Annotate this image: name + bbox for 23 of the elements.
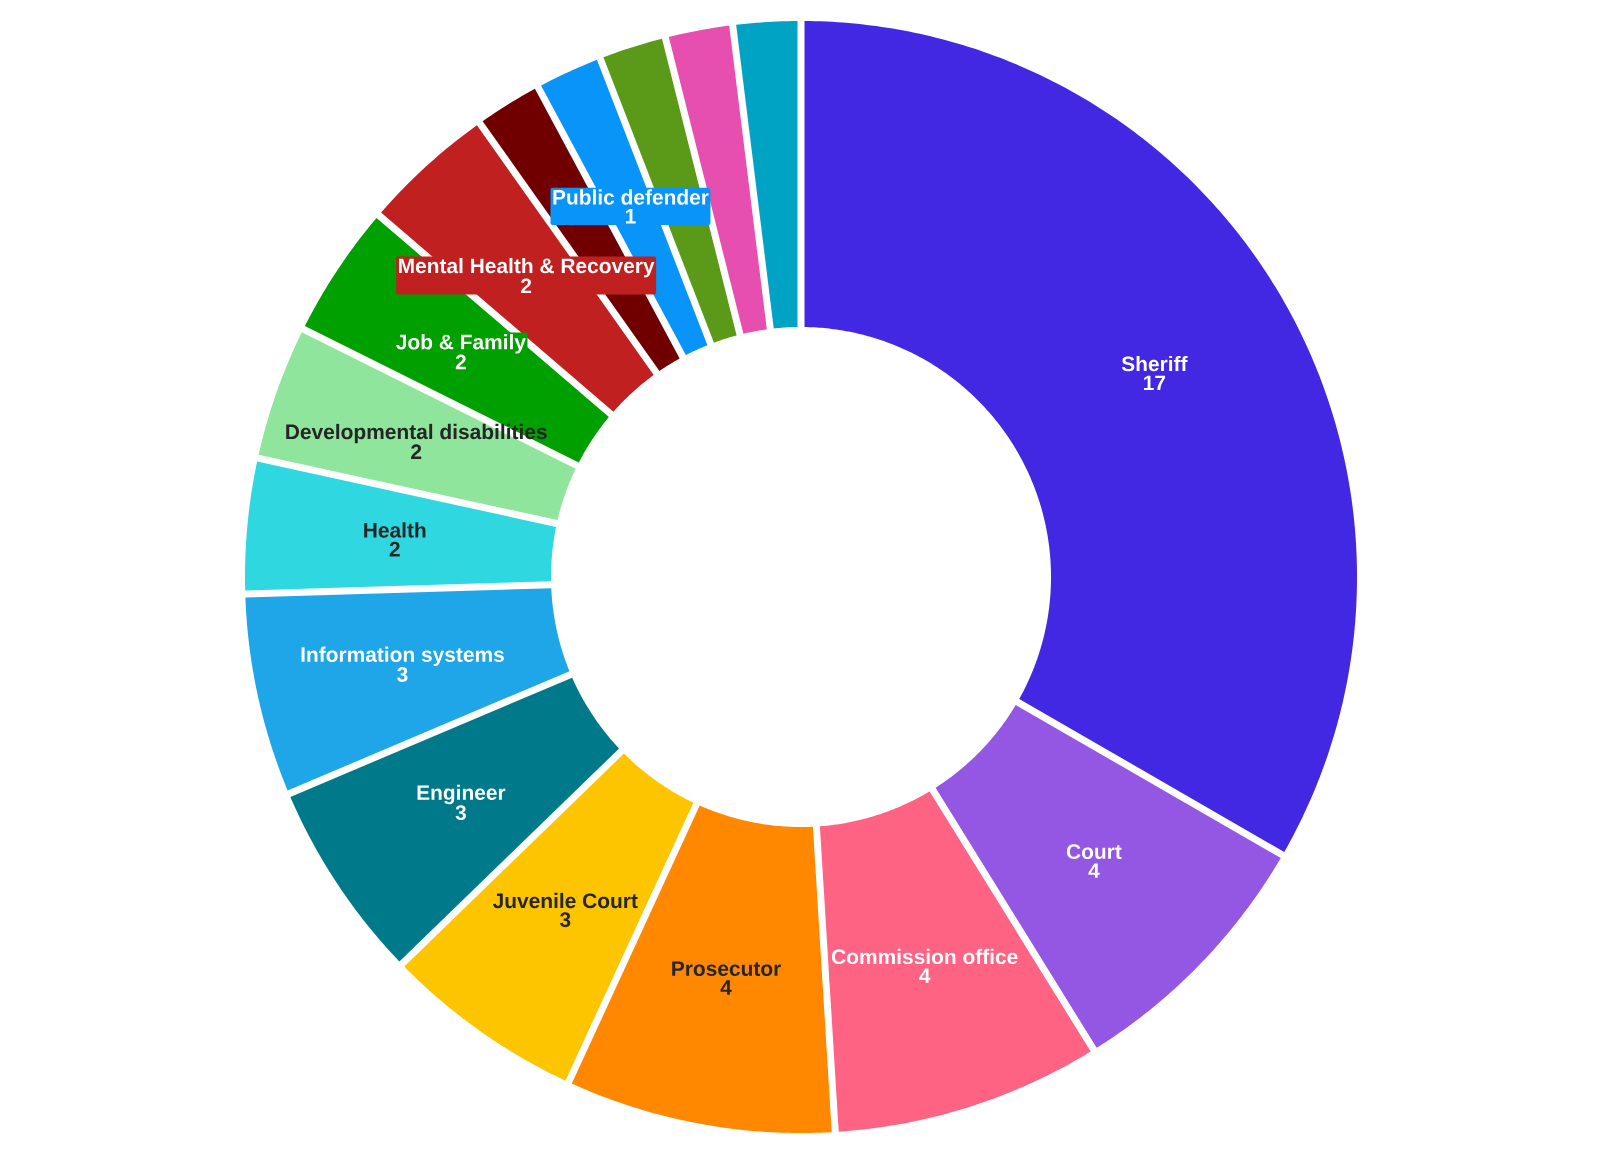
slice-label: Commission office bbox=[831, 948, 1018, 965]
data-label: 2 bbox=[411, 444, 422, 459]
data-label: 2 bbox=[521, 278, 532, 294]
data-label: 4 bbox=[1088, 863, 1100, 878]
slice-label: Engineer bbox=[417, 784, 506, 805]
slice-label: Public defender bbox=[553, 189, 709, 205]
slice-label: Health bbox=[364, 522, 426, 538]
data-label: 4 bbox=[919, 968, 931, 983]
data-label: 1 bbox=[625, 209, 636, 224]
data-label: 3 bbox=[559, 912, 571, 928]
slice-label: Sheriff bbox=[1121, 355, 1188, 372]
slice-label: Information systems bbox=[301, 646, 504, 667]
data-label: 2 bbox=[389, 541, 400, 557]
data-label: 2 bbox=[455, 354, 466, 370]
data-label: 3 bbox=[397, 667, 408, 682]
slice-label: Prosecutor bbox=[672, 961, 781, 976]
data-label: 3 bbox=[455, 805, 466, 821]
slice-label: Mental Health & Recovery bbox=[399, 257, 655, 278]
slice-label: Job & Family bbox=[396, 334, 526, 354]
data-label: 4 bbox=[720, 980, 732, 995]
slice-label: Court bbox=[1066, 844, 1122, 860]
slice-label: Juvenile Court bbox=[492, 892, 638, 909]
data-label: 17 bbox=[1144, 375, 1166, 391]
